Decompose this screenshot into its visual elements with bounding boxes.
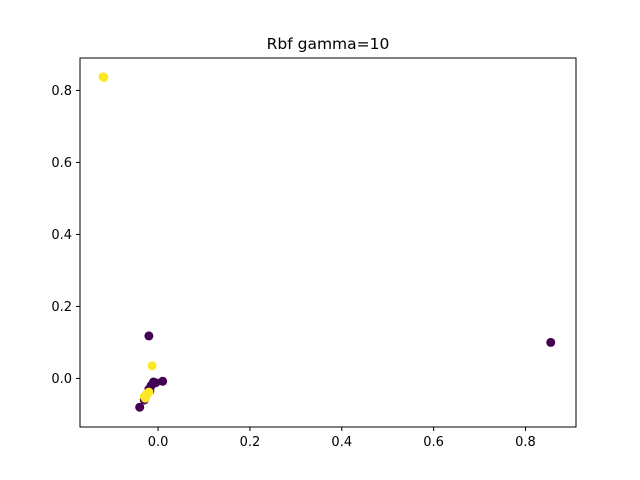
scatter-point-class-0 bbox=[546, 337, 556, 347]
scatter-point-class-0 bbox=[158, 376, 168, 386]
scatter-point-class-1 bbox=[99, 72, 109, 82]
x-axis: 0.0 0.2 0.4 0.6 0.8 bbox=[148, 427, 536, 450]
scatter-point-class-0 bbox=[135, 402, 145, 412]
scatter-point-class-1 bbox=[147, 361, 157, 371]
x-tick-label: 0.8 bbox=[515, 435, 536, 450]
y-tick-label: 0.2 bbox=[51, 300, 72, 315]
x-tick-label: 0.2 bbox=[240, 435, 261, 450]
y-tick-label: 0.6 bbox=[51, 156, 72, 171]
y-tick-label: 0.4 bbox=[51, 228, 72, 243]
scatter-point-class-0 bbox=[144, 331, 154, 341]
x-tick-label: 0.6 bbox=[423, 435, 444, 450]
data-points bbox=[98, 72, 556, 412]
scatter-point-class-0 bbox=[151, 378, 161, 388]
chart-title: Rbf gamma=10 bbox=[267, 35, 390, 53]
y-tick-label: 0.0 bbox=[51, 372, 72, 387]
scatter-point-class-1 bbox=[144, 387, 154, 397]
x-tick-label: 0.0 bbox=[148, 435, 169, 450]
x-tick-label: 0.4 bbox=[331, 435, 352, 450]
plot-area-frame bbox=[79, 57, 577, 428]
y-tick-label: 0.8 bbox=[51, 84, 72, 99]
y-axis: 0.0 0.2 0.4 0.6 0.8 bbox=[51, 84, 80, 387]
